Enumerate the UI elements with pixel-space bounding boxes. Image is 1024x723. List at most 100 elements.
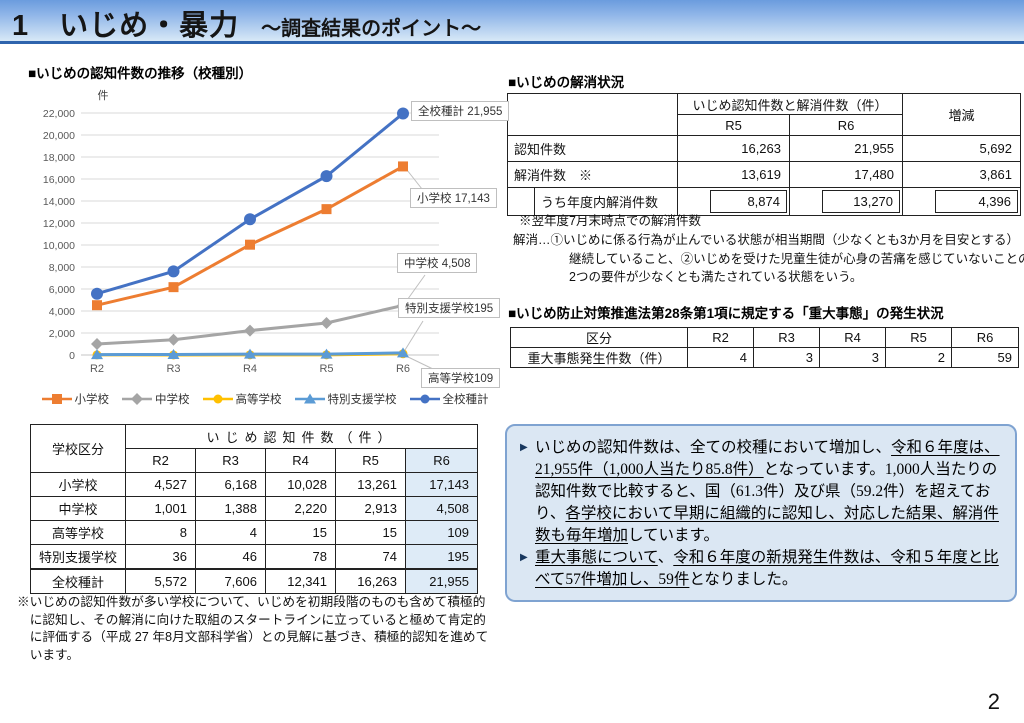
- svg-text:8,000: 8,000: [49, 262, 75, 274]
- value-cell: 4: [195, 520, 266, 545]
- change-header: 増減: [902, 93, 1022, 136]
- svg-text:20,000: 20,000: [43, 130, 75, 142]
- nested-value-box: 8,874: [710, 190, 787, 213]
- bullet-icon: ▶: [520, 442, 528, 453]
- svg-text:4,000: 4,000: [49, 306, 75, 318]
- table-row-total: 全校種計 5,572 7,606 12,341 16,263 21,955: [30, 568, 479, 594]
- value-cell: 2: [885, 347, 952, 368]
- value-cell: 195: [404, 544, 479, 570]
- svg-text:0: 0: [69, 350, 75, 362]
- year-header: R3: [753, 327, 820, 348]
- year-header: R4: [265, 448, 336, 473]
- value-cell: 13,270: [788, 187, 904, 216]
- text-segment: いじめの認知件数は、全ての校種において増加し、: [535, 439, 892, 456]
- table-row: 中学校 1,001 1,388 2,220 2,913 4,508: [30, 496, 479, 521]
- value-cell: 16,263: [335, 568, 406, 594]
- text-segment: 令和６年度の新規発生件数は、令和５年度と比べて57件増加し、59件: [535, 549, 999, 588]
- svg-text:16,000: 16,000: [43, 174, 75, 186]
- value-cell: 2,220: [265, 496, 336, 521]
- legend-label: 中学校: [155, 394, 190, 406]
- value-cell: 4,527: [125, 472, 196, 497]
- svg-text:2,000: 2,000: [49, 328, 75, 340]
- year-header: R4: [819, 327, 886, 348]
- row-label: 小学校: [30, 472, 126, 497]
- sub-row-label: うち年度内解消件数: [541, 195, 659, 210]
- value-cell: 21,955: [404, 568, 479, 594]
- chart-data-label: 中学校 4,508: [397, 253, 478, 273]
- note-line: 2つの要件が少なくとも満たされている状態をいう。: [569, 270, 863, 285]
- category-header: 区分: [510, 327, 688, 348]
- value-cell: 17,143: [404, 472, 479, 497]
- bullet-icon: ▶: [520, 552, 528, 563]
- legend-label: 特別支援学校: [327, 394, 397, 406]
- legend-item: 小学校: [41, 391, 110, 407]
- value-cell: 5,572: [125, 568, 196, 594]
- svg-text:22,000: 22,000: [43, 108, 75, 120]
- note-line: 継続していること、②いじめを受けた児童生徒が心身の苦痛を感じていないことの: [569, 251, 1024, 266]
- text-segment: 重大事態について: [535, 549, 658, 566]
- title-bar: 1 いじめ・暴力 ～調査結果のポイント～: [0, 0, 1024, 44]
- summary-text: 重大事態について、令和６年度の新規発生件数は、令和５年度と比べて57件増加し、5…: [535, 549, 999, 588]
- nested-value-box: 13,270: [822, 190, 901, 213]
- svg-text:6,000: 6,000: [49, 284, 75, 296]
- value-cell: 4,396: [902, 187, 1022, 216]
- year-header: R5: [335, 448, 406, 473]
- year-header: R6: [404, 448, 479, 473]
- table-row-sub: うち年度内解消件数 8,874 13,270 4,396: [507, 187, 1022, 216]
- year-header: R5: [885, 327, 952, 348]
- indent-cell: [509, 188, 535, 215]
- group-header-cell: いじめ認知件数（件）: [124, 424, 479, 449]
- corner-header-cell: 学校区分: [30, 424, 126, 473]
- legend-marker-icon: [202, 394, 233, 404]
- chart-canvas-icon: 0 2,000 4,000 6,000 8,000 10,000 12,000 14,000 1…: [43, 89, 439, 375]
- serious-incidents-table: 区分 R2 R3 R4 R5 R6 重大事態発生件数（件） 4 3 3 2 59: [510, 327, 1019, 368]
- legend-marker-icon: [409, 394, 440, 404]
- value-cell: 13,619: [677, 161, 790, 188]
- value-cell: 4,508: [404, 496, 479, 521]
- legend-item: 中学校: [122, 391, 190, 407]
- table-row: 小学校 4,527 6,168 10,028 13,261 17,143: [30, 472, 479, 497]
- row-label: 全校種計: [30, 568, 126, 594]
- value-cell: 2,913: [335, 496, 406, 521]
- text-segment: となっています。1,000人当たりの認知件数で比較すると、国（61.3件）及び県…: [535, 461, 998, 522]
- legend-item: 全校種計: [409, 391, 489, 407]
- note-line: 解消…①いじめに係る行為が止んでいる状態が相当期間（少なくとも3か月を目安とする…: [513, 232, 1019, 247]
- legend-item: 特別支援学校: [294, 391, 397, 407]
- note-line: ※翌年度7月末時点での解消件数: [519, 214, 701, 228]
- svg-text:R6: R6: [396, 363, 410, 375]
- table-header-row: 区分 R2 R3 R4 R5 R6: [510, 327, 1019, 348]
- school-recognition-table: 学校区分 いじめ認知件数（件） R2 R3 R4 R5 R6 小学校 4,527…: [30, 424, 479, 594]
- value-cell: 21,955: [788, 135, 904, 162]
- value-cell: 12,341: [265, 568, 336, 594]
- year-header: R6: [788, 114, 904, 136]
- value-cell: 78: [265, 544, 336, 570]
- svg-text:18,000: 18,000: [43, 152, 75, 164]
- chart-section-title: ■いじめの認知件数の推移（校種別）: [28, 66, 253, 81]
- row-label: 重大事態発生件数（件）: [510, 347, 688, 368]
- value-cell: 13,261: [335, 472, 406, 497]
- svg-text:R3: R3: [166, 363, 180, 375]
- svg-text:R4: R4: [243, 363, 257, 375]
- year-header: R6: [951, 327, 1019, 348]
- value-cell: 7,606: [195, 568, 266, 594]
- table-year-row: R5 R6: [508, 114, 1021, 136]
- year-header: R2: [125, 448, 196, 473]
- resolution-section-title: ■いじめの解消状況: [508, 75, 625, 90]
- summary-bullet: ▶ いじめの認知件数は、全ての校種において増加し、令和６年度は、21,955件（1…: [520, 437, 1002, 547]
- legend-item: 高等学校: [202, 391, 282, 407]
- chart-legend: 小学校 中学校 高等学校 特別支援学校 全校種計: [25, 391, 505, 407]
- value-cell: 15: [265, 520, 336, 545]
- value-cell: 74: [335, 544, 406, 570]
- row-label: 特別支援学校: [30, 544, 126, 570]
- value-cell: 15: [335, 520, 406, 545]
- svg-text:14,000: 14,000: [43, 196, 75, 208]
- svg-text:R5: R5: [319, 363, 333, 375]
- year-header: R5: [677, 114, 790, 136]
- text-segment: 各学校において早期に組織的に認知し、対応した結果、解消件数も毎年増加: [535, 505, 999, 544]
- svg-text:件: 件: [98, 89, 109, 102]
- recognition-trend-chart: 0 2,000 4,000 6,000 8,000 10,000 12,000 14,000 1…: [25, 85, 510, 395]
- row-label: 解消件数 ※: [507, 161, 678, 188]
- legend-label: 小学校: [74, 394, 110, 406]
- text-segment: しています。: [628, 527, 720, 544]
